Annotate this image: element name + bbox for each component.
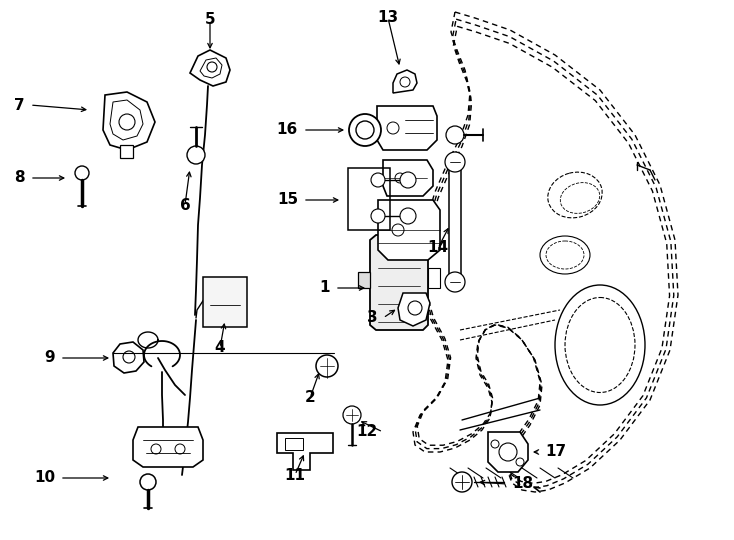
Circle shape [445, 272, 465, 292]
Bar [285, 438, 303, 450]
Circle shape [349, 114, 381, 146]
Circle shape [343, 406, 361, 424]
Text: 7: 7 [15, 98, 25, 112]
Text: 13: 13 [377, 10, 399, 25]
Polygon shape [428, 268, 440, 288]
Text: 15: 15 [277, 192, 298, 207]
Polygon shape [120, 145, 133, 158]
Circle shape [140, 474, 156, 490]
Text: 3: 3 [368, 310, 378, 326]
Circle shape [316, 355, 338, 377]
Bar [449, 162, 461, 282]
Text: 6: 6 [180, 198, 190, 213]
Circle shape [75, 166, 89, 180]
Circle shape [400, 208, 416, 224]
Text: 8: 8 [15, 171, 25, 186]
Circle shape [452, 472, 472, 492]
Polygon shape [398, 293, 430, 326]
Polygon shape [377, 106, 437, 150]
Text: 2: 2 [305, 390, 316, 406]
Polygon shape [103, 92, 155, 150]
Circle shape [371, 209, 385, 223]
Bar [348, 168, 390, 230]
Circle shape [400, 172, 416, 188]
Text: 11: 11 [285, 468, 305, 483]
Polygon shape [393, 70, 417, 93]
Polygon shape [190, 50, 230, 86]
Bar [203, 277, 247, 327]
Text: 12: 12 [357, 424, 378, 440]
Text: 14: 14 [427, 240, 448, 255]
Circle shape [371, 173, 385, 187]
Polygon shape [370, 235, 428, 330]
Text: 1: 1 [319, 280, 330, 295]
Polygon shape [378, 200, 440, 260]
Text: 18: 18 [512, 476, 533, 491]
Text: 9: 9 [44, 350, 55, 366]
Polygon shape [358, 272, 370, 288]
Polygon shape [113, 342, 144, 373]
Text: 4: 4 [214, 341, 225, 355]
Polygon shape [133, 427, 203, 467]
Polygon shape [277, 433, 333, 470]
Text: 16: 16 [277, 123, 298, 138]
Circle shape [445, 152, 465, 172]
Text: 10: 10 [34, 470, 55, 485]
Circle shape [446, 126, 464, 144]
Polygon shape [488, 432, 528, 472]
Polygon shape [383, 160, 433, 196]
Text: 17: 17 [545, 444, 566, 460]
Text: 5: 5 [205, 12, 215, 28]
Circle shape [187, 146, 205, 164]
